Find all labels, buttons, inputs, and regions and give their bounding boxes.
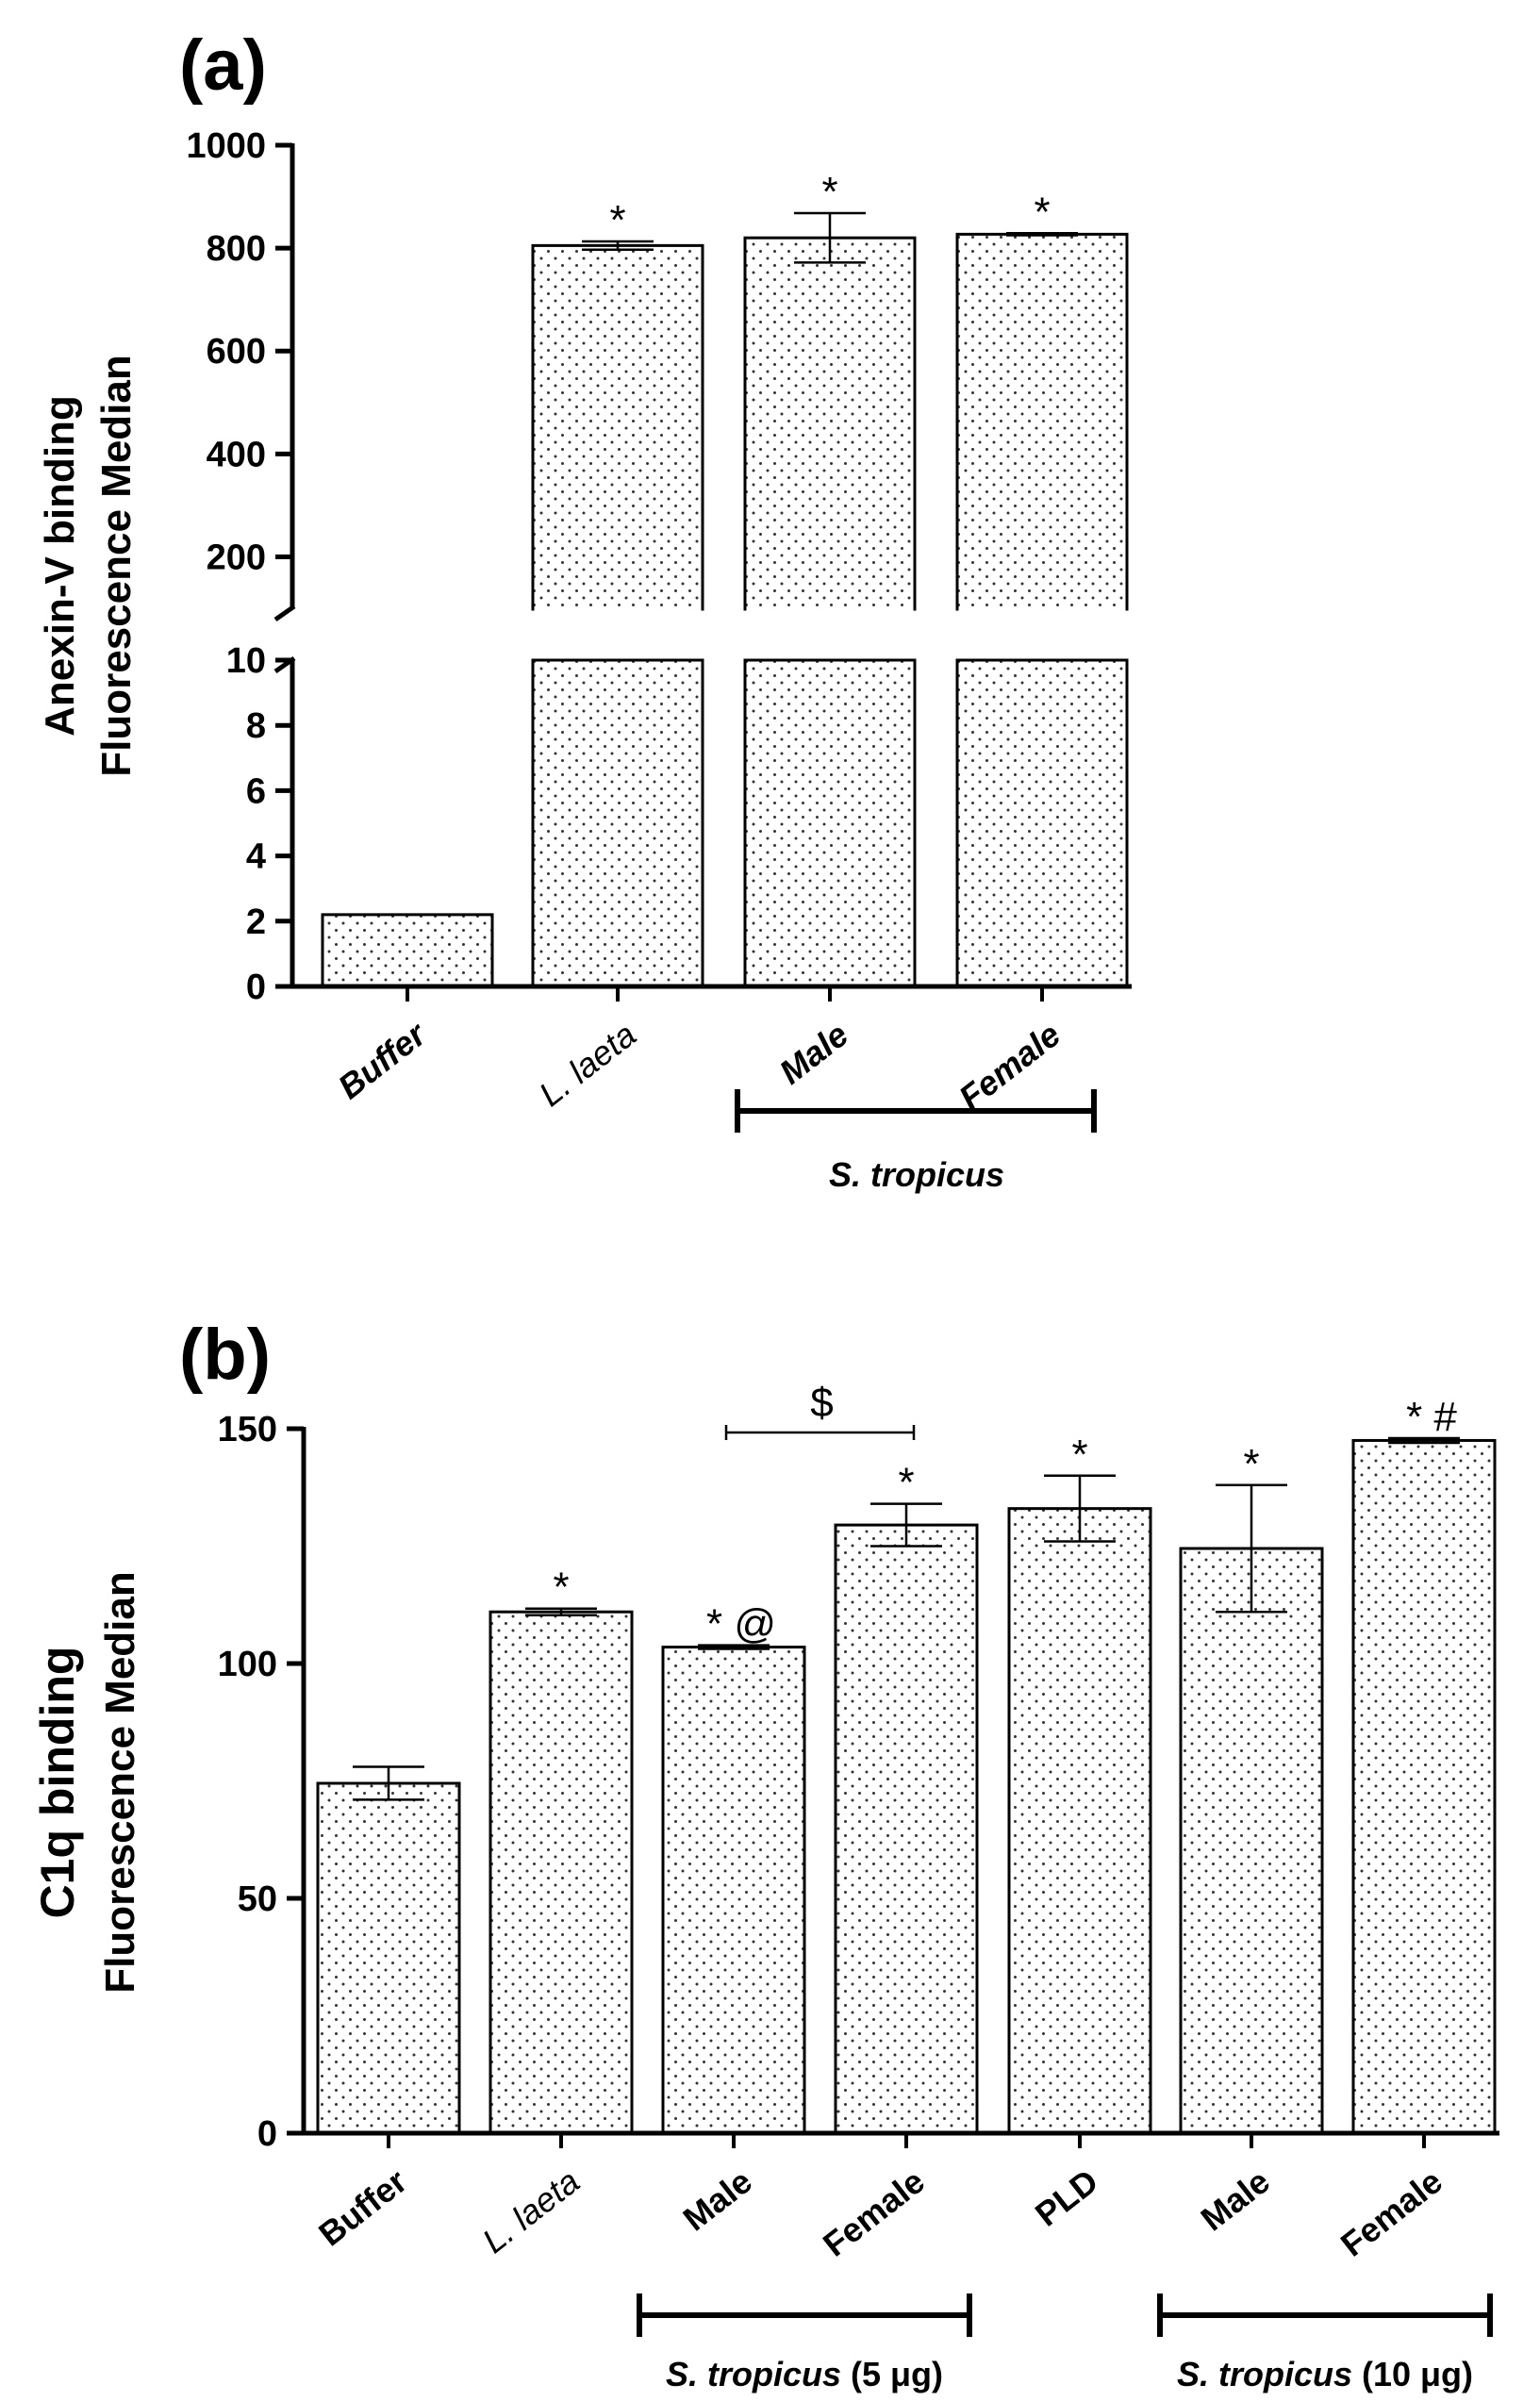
- panel-a: (a) Anexin-V binding Fluorescence Median 0 2…: [37, 25, 1132, 1194]
- y-tick-label-a: 200: [207, 538, 266, 577]
- significance-marker-b: * #: [1406, 1394, 1457, 1440]
- y-tick-label-a: 10: [226, 641, 266, 681]
- category-label-a: Buffer: [331, 1014, 435, 1106]
- comparison-marker-b: $: [810, 1380, 833, 1426]
- bar-b: [1179, 1547, 1324, 2135]
- bar-a-lower-segment: [531, 658, 704, 988]
- bar-b: [1007, 1507, 1152, 2135]
- y-tick-label-a: 2: [246, 902, 266, 942]
- group-label-a: S. tropicus: [829, 1155, 1004, 1194]
- y-tick-label-a: 600: [207, 332, 266, 372]
- bar-b: [488, 1610, 634, 2135]
- significance-marker-a: *: [609, 197, 625, 243]
- y-tick-label-b: 0: [257, 2114, 277, 2154]
- panel-a-label: (a): [179, 25, 267, 106]
- category-label-b: Female: [1333, 2161, 1449, 2264]
- y-tick-label-a: 800: [207, 229, 266, 269]
- y-tick-label-b: 50: [238, 1879, 277, 1919]
- y-tick-label-b: 150: [218, 1410, 277, 1449]
- panel-b: (b) C1q binding Fluorescence Median 0 50 100 1…: [31, 1315, 1499, 2393]
- category-label-a: Male: [772, 1015, 855, 1092]
- bar-a-break-gap: [746, 607, 914, 613]
- bar-a: [321, 913, 494, 988]
- bar-a-break-gap: [958, 607, 1126, 613]
- category-label-b: L. laeta: [475, 2161, 587, 2260]
- y-tick-label-a: 1000: [186, 126, 266, 166]
- category-label-a: L. laeta: [532, 1015, 643, 1114]
- category-label-b: Buffer: [311, 2161, 414, 2254]
- bar-a-break-gap: [534, 607, 702, 613]
- y-tick-label-a: 8: [246, 706, 266, 746]
- bar-b: [661, 1646, 806, 2135]
- group-label-b: S. tropicus (10 μg): [1177, 2355, 1473, 2393]
- y-tick-label-a: 4: [246, 837, 266, 877]
- y-axis-label-b: C1q binding Fluorescence Median: [31, 1571, 143, 1993]
- bar-b: [834, 1523, 979, 2135]
- y-tick-label-a: 6: [246, 771, 266, 811]
- significance-marker-b: * @: [706, 1601, 776, 1648]
- category-label-b: Male: [1194, 2161, 1277, 2239]
- category-label-a: Female: [952, 1015, 1068, 1118]
- y-tick-label-a: 0: [246, 968, 266, 1007]
- significance-marker-a: *: [1034, 189, 1050, 235]
- bar-b: [316, 1781, 461, 2135]
- significance-marker-b: *: [553, 1565, 569, 1611]
- bar-a-lower-segment: [743, 658, 917, 988]
- y-axis-label-a: Anexin-V binding Fluorescence Median: [37, 355, 140, 776]
- bar-a-lower-segment: [955, 658, 1129, 988]
- bar-b: [1351, 1438, 1497, 2135]
- axis-break-upper-a: [273, 604, 296, 622]
- category-label-b: Male: [676, 2161, 759, 2239]
- significance-marker-b: *: [898, 1460, 914, 1506]
- category-label-b: PLD: [1028, 2161, 1105, 2234]
- y-tick-label-b: 100: [218, 1645, 277, 1684]
- significance-marker-a: *: [821, 169, 837, 215]
- category-label-b: Female: [816, 2161, 932, 2264]
- panel-b-label: (b): [179, 1315, 271, 1395]
- bar-a: [955, 232, 1129, 611]
- bar-a: [531, 243, 704, 611]
- significance-marker-b: *: [1071, 1432, 1087, 1478]
- bar-a: [743, 236, 917, 611]
- group-label-b: S. tropicus (5 μg): [666, 2355, 943, 2393]
- significance-marker-b: *: [1243, 1441, 1259, 1487]
- y-tick-label-a: 400: [207, 435, 266, 474]
